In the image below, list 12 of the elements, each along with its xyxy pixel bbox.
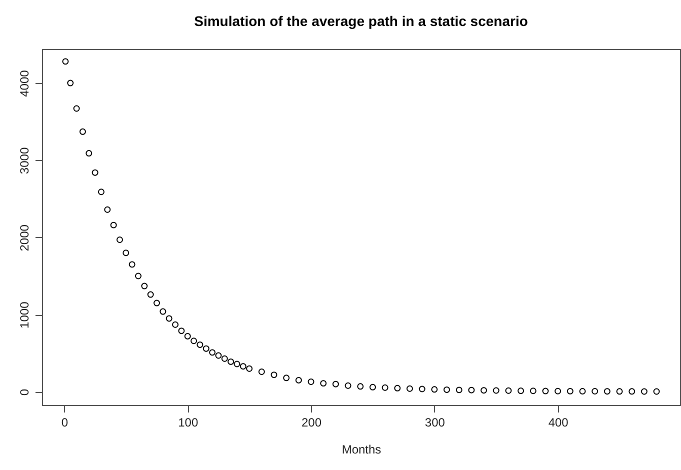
x-tick-label: 400	[548, 416, 569, 430]
y-tick-label: 1000	[18, 301, 32, 328]
x-tick-label: 100	[178, 416, 198, 430]
x-tick-label: 200	[302, 416, 322, 430]
chart-title: Simulation of the average path in a static scenario	[194, 13, 528, 29]
x-tick-label: 300	[424, 416, 446, 430]
y-tick-label: 0	[18, 388, 32, 396]
x-tick-label: 0	[61, 416, 68, 430]
y-tick-label: 2000	[18, 224, 32, 252]
y-tick-label: 4000	[18, 70, 32, 97]
y-tick-label: 3000	[18, 147, 32, 174]
x-axis-title: Months	[342, 442, 382, 456]
